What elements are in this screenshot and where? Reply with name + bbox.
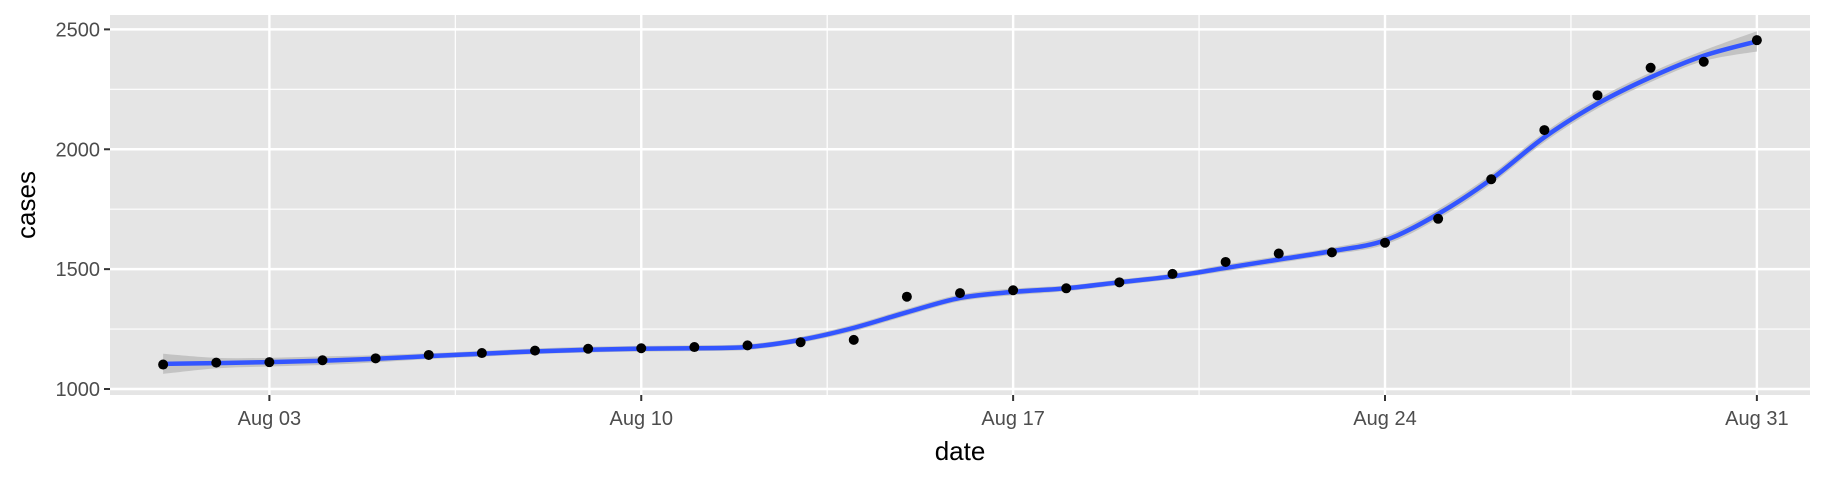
data-point xyxy=(1061,283,1072,294)
y-tick-label: 1000 xyxy=(56,379,101,401)
y-axis-title: cases xyxy=(11,171,41,239)
data-point xyxy=(583,343,594,354)
y-tick-label: 1500 xyxy=(56,259,101,281)
data-point xyxy=(158,359,169,370)
data-point xyxy=(795,337,806,348)
data-points xyxy=(158,35,1762,370)
data-point xyxy=(1220,256,1231,267)
axis-ticks xyxy=(104,28,1758,401)
data-point xyxy=(264,357,275,368)
data-point xyxy=(636,343,647,354)
y-tick-label: 2000 xyxy=(56,139,101,161)
data-point xyxy=(1326,247,1337,258)
data-point xyxy=(423,349,434,360)
data-point xyxy=(476,348,487,359)
x-axis-tick-labels: Aug 03 Aug 10 Aug 17 Aug 24 Aug 31 xyxy=(238,408,1789,430)
x-tick-label: Aug 03 xyxy=(238,408,301,430)
data-point xyxy=(955,288,965,299)
data-point xyxy=(1751,35,1762,46)
data-point xyxy=(1539,125,1550,136)
data-point xyxy=(211,357,222,368)
data-point xyxy=(530,345,540,356)
data-point xyxy=(1433,213,1444,224)
minor-grid xyxy=(110,15,1810,395)
data-point xyxy=(1167,268,1178,279)
y-axis-tick-labels: 1000 1500 2000 2500 xyxy=(56,19,101,401)
data-point xyxy=(1698,56,1709,67)
data-point xyxy=(1114,277,1125,288)
plot-panel xyxy=(110,15,1810,395)
data-point xyxy=(317,355,328,366)
data-point xyxy=(1273,248,1284,259)
data-point xyxy=(370,353,381,364)
data-point xyxy=(1008,285,1019,296)
data-point xyxy=(1645,62,1656,73)
data-point xyxy=(901,291,912,302)
data-point xyxy=(1486,174,1497,185)
data-point xyxy=(742,340,753,351)
data-point xyxy=(1380,237,1390,248)
data-point xyxy=(1592,90,1603,101)
x-tick-label: Aug 17 xyxy=(981,408,1044,430)
x-tick-label: Aug 10 xyxy=(610,408,673,430)
x-axis-title: date xyxy=(935,436,986,466)
y-tick-label: 2500 xyxy=(56,19,101,41)
data-point xyxy=(689,342,700,353)
x-tick-label: Aug 24 xyxy=(1353,408,1416,430)
x-tick-label: Aug 31 xyxy=(1725,408,1788,430)
data-point xyxy=(848,334,859,345)
